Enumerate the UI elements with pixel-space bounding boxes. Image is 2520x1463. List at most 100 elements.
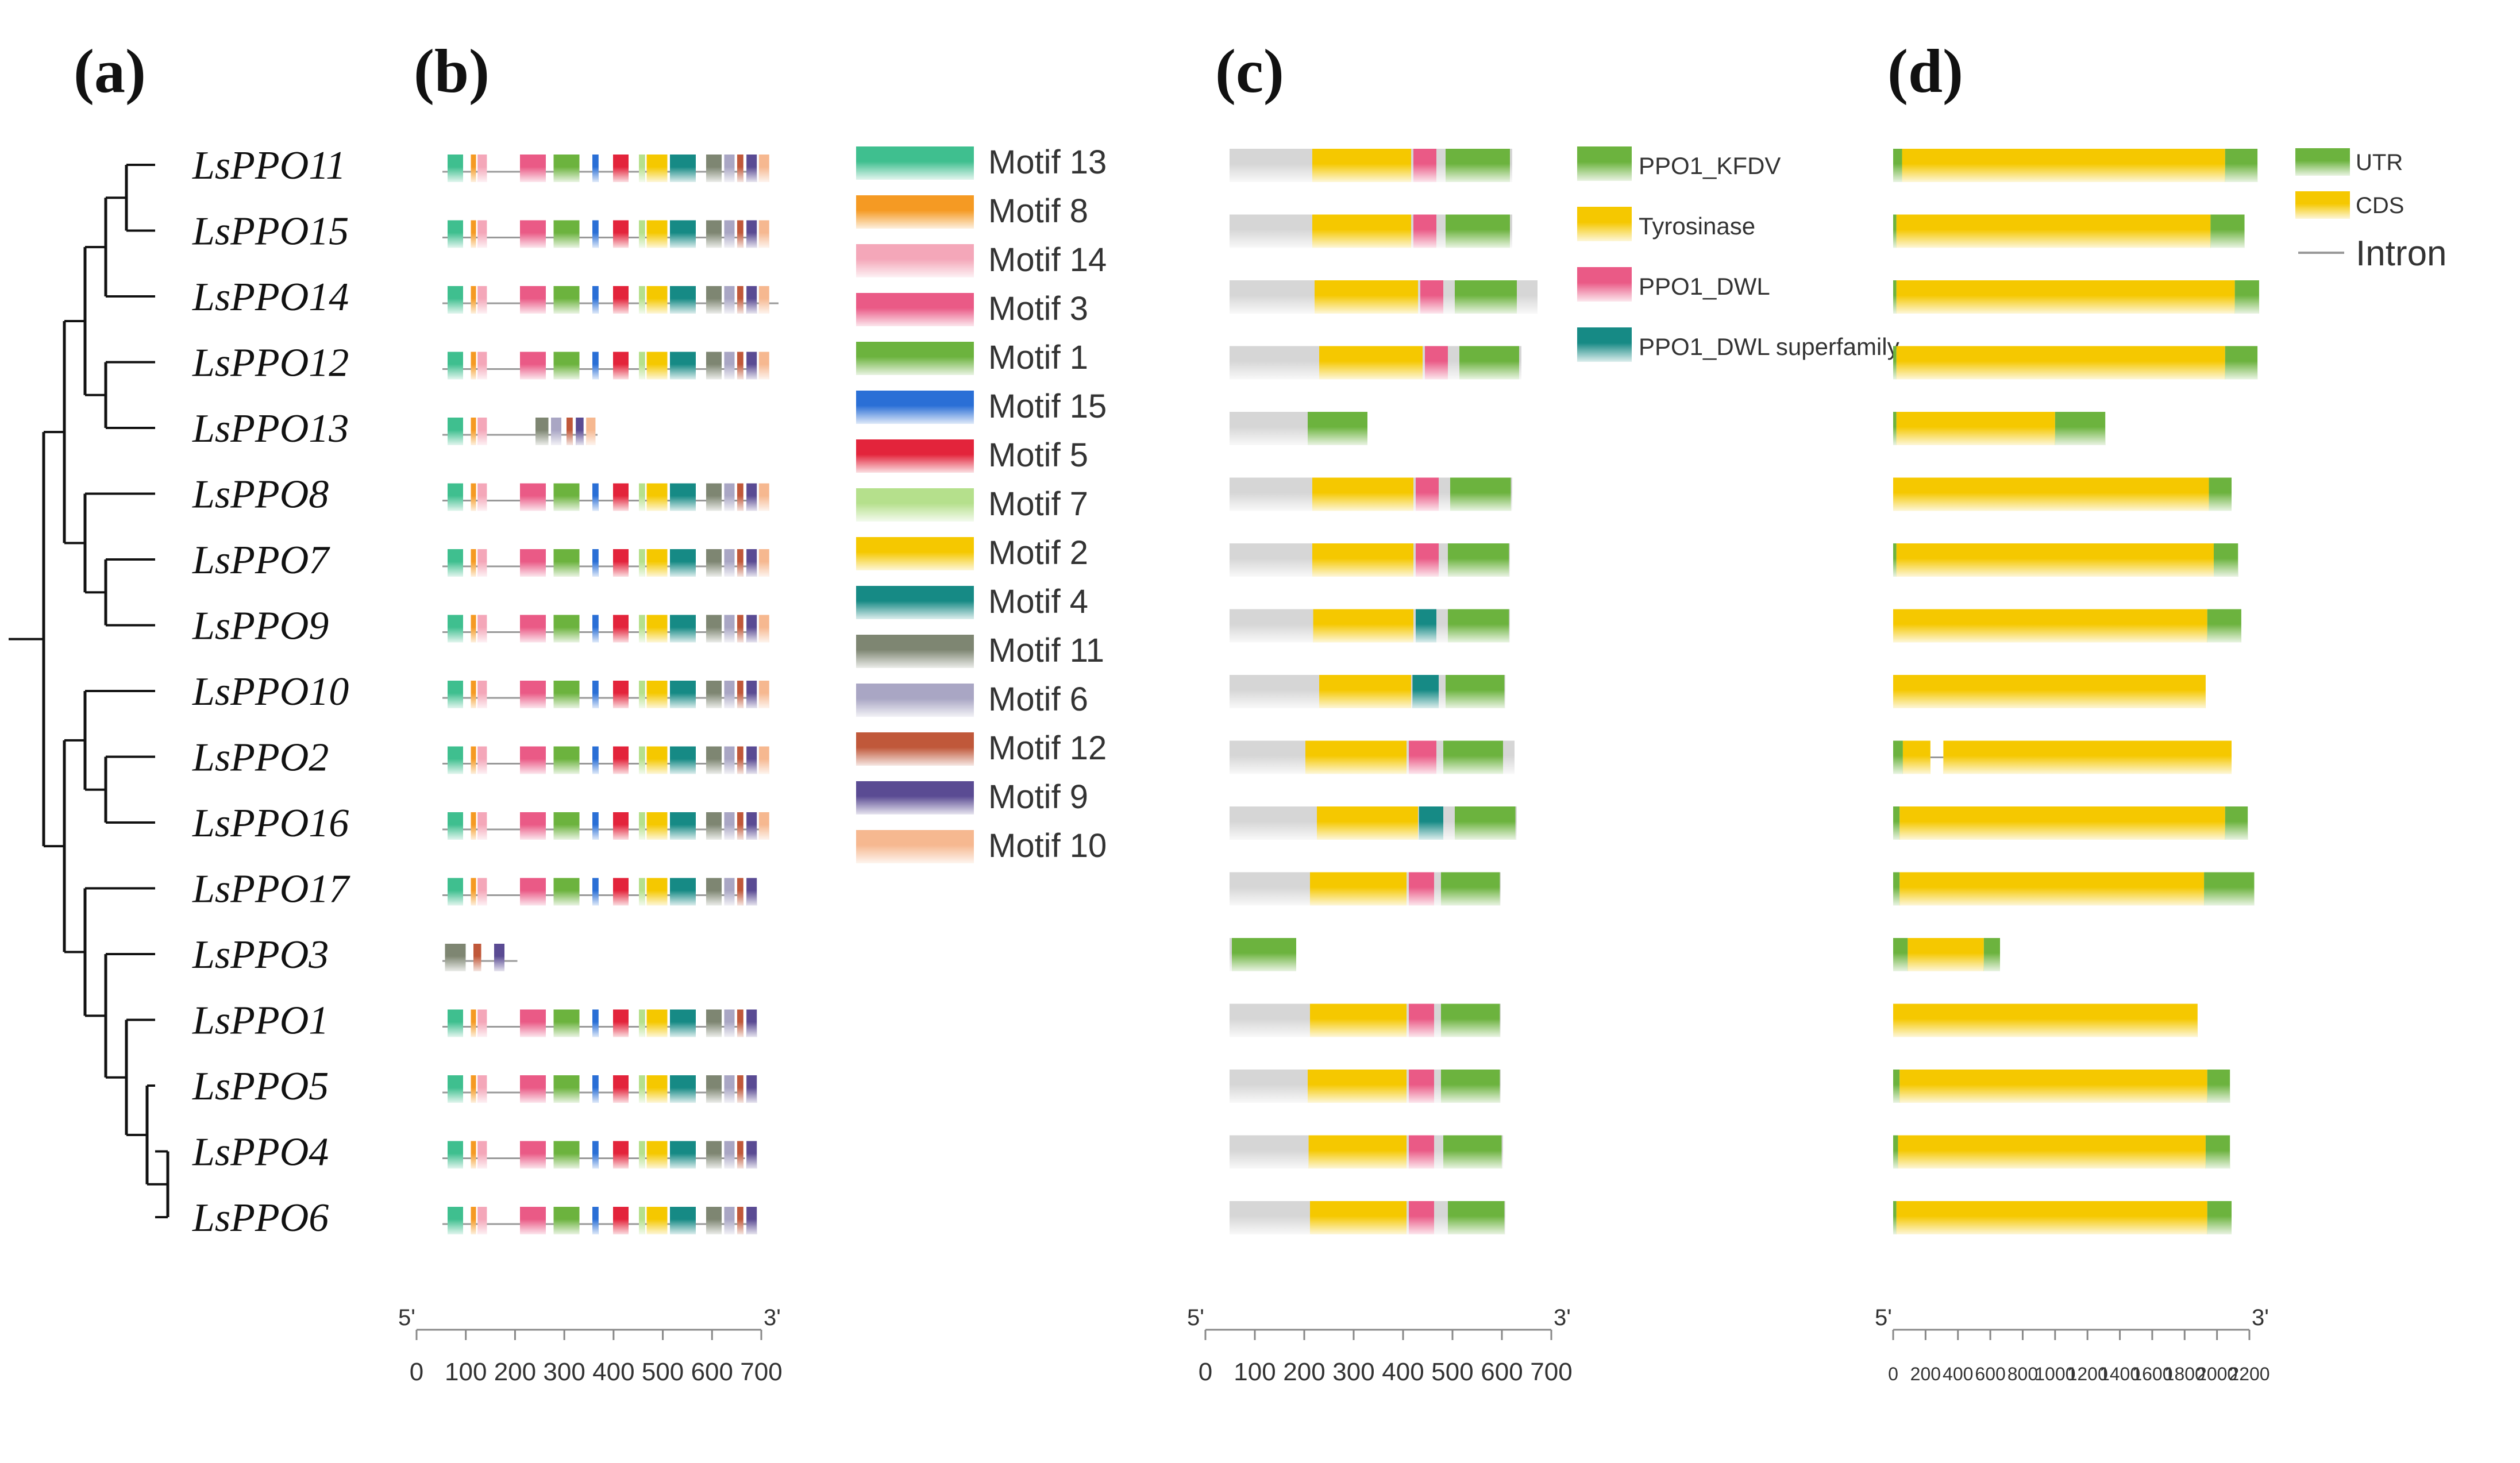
gene-name: LsPPO2 (192, 736, 329, 780)
utr-3-box (2210, 214, 2245, 248)
motif-box-motif-10 (758, 155, 769, 182)
utr-3-box (2207, 1201, 2232, 1234)
gene-structure-row (1893, 1135, 2230, 1169)
domain-box-ppo1-kfdv (1448, 543, 1509, 577)
motif-box-motif-6 (724, 155, 735, 182)
motif-box-motif-12 (737, 1075, 743, 1103)
gene-name: LsPPO12 (192, 341, 349, 385)
axis-tick-label: 1400 (2099, 1364, 2140, 1384)
motif-box-motif-10 (758, 220, 769, 248)
gene-structure-row (1893, 1070, 2230, 1103)
motif-box-motif-7 (639, 812, 645, 840)
motif-box-motif-4 (670, 615, 696, 643)
gene-name: LsPPO17 (192, 867, 350, 912)
motif-box-motif-13 (448, 681, 463, 708)
gene-structure-row (1893, 1201, 2232, 1234)
motif-box-motif-5 (613, 878, 629, 906)
motif-row (442, 746, 769, 774)
panel-label-c: (c) (1215, 37, 1284, 106)
motif-box-motif-5 (613, 220, 629, 248)
motif-box-motif-2 (646, 1207, 668, 1234)
axis-start-label: 5' (1875, 1305, 1892, 1330)
domain-row (1230, 412, 1367, 445)
axis-tick-label: 400 (1943, 1364, 1973, 1384)
motif-box-motif-8 (471, 1207, 476, 1234)
motif-box-motif-9 (494, 944, 504, 971)
motif-box-motif-1 (553, 615, 580, 643)
motif-legend-label: Motif 13 (988, 144, 1107, 181)
domain-box-ppo1-kfdv (1459, 346, 1519, 380)
gene-name: LsPPO8 (192, 473, 329, 517)
domain-legend-swatch (1577, 327, 1632, 362)
gene-name: LsPPO14 (192, 275, 349, 319)
motif-box-motif-9 (746, 1207, 757, 1234)
gene-structure-row (1893, 346, 2258, 380)
domain-box-tyrosinase (1310, 872, 1407, 906)
motif-legend-swatch (856, 293, 974, 326)
utr-3-box (2214, 543, 2238, 577)
axis-tick-label: 700 (740, 1358, 782, 1386)
gene-name-list: LsPPO11 LsPPO15 LsPPO14 LsPPO12 LsPPO13 LsPPO… (192, 144, 350, 1240)
motif-box-motif-12 (737, 681, 743, 708)
motif-box-motif-15 (592, 286, 599, 314)
motif-box-motif-5 (613, 286, 629, 314)
utr-5-box (1893, 346, 1897, 380)
motif-box-motif-15 (592, 1009, 599, 1037)
motif-box-motif-8 (471, 418, 476, 445)
motif-box-motif-7 (639, 746, 645, 774)
gene-name: LsPPO13 (192, 407, 349, 451)
gene-legend-label: UTR (2356, 150, 2403, 175)
utr-5-box (1893, 806, 1900, 840)
utr-5-box (1893, 280, 1897, 314)
motif-box-motif-8 (471, 549, 476, 577)
motif-box-motif-14 (477, 812, 487, 840)
domain-row (1230, 1135, 1503, 1169)
motif-box-motif-8 (471, 220, 476, 248)
axis-tick-label: 400 (592, 1358, 634, 1386)
motif-box-motif-5 (613, 812, 629, 840)
motif-box-motif-14 (477, 615, 487, 643)
motif-box-motif-8 (471, 878, 476, 906)
motif-box-motif-1 (553, 812, 580, 840)
motif-box-motif-1 (553, 1009, 580, 1037)
motif-box-motif-12 (737, 615, 743, 643)
motif-box-motif-3 (520, 681, 546, 708)
motif-box-motif-3 (520, 1009, 546, 1037)
axis-end-label: 3' (764, 1305, 781, 1330)
gene-name: LsPPO6 (192, 1196, 329, 1240)
motif-row (442, 812, 769, 840)
motif-box-motif-13 (448, 418, 463, 445)
motif-box-motif-5 (613, 483, 629, 511)
motif-box-motif-13 (448, 286, 463, 314)
gene-name: LsPPO3 (192, 933, 329, 977)
domain-row (1230, 543, 1510, 577)
domain-legend-swatch (1577, 267, 1632, 302)
motif-box-motif-1 (553, 549, 580, 577)
motif-box-motif-13 (448, 878, 463, 906)
motif-box-motif-9 (746, 1141, 757, 1169)
axis-tick-label: 200 (494, 1358, 536, 1386)
domain-box-ppo1-kfdv (1455, 806, 1516, 840)
motif-box-motif-4 (670, 549, 696, 577)
motif-box-motif-2 (646, 746, 668, 774)
motif-box-motif-2 (646, 155, 668, 182)
motif-box-motif-1 (553, 746, 580, 774)
motif-box-motif-9 (746, 878, 757, 906)
motif-box-motif-7 (639, 1075, 645, 1103)
utr-3-box (2225, 149, 2258, 182)
gene-legend-label: CDS (2356, 193, 2404, 218)
domain-box-ppo1-dwl (1409, 1070, 1434, 1103)
motif-box-motif-3 (520, 483, 546, 511)
motif-row (442, 1009, 757, 1037)
motif-box-motif-12 (737, 878, 743, 906)
motif-box-motif-13 (448, 615, 463, 643)
domain-row (1230, 740, 1515, 774)
domain-row (1230, 1003, 1501, 1037)
gene-structure-row (1893, 412, 2106, 445)
motif-legend-label: Motif 3 (988, 290, 1088, 327)
motif-box-motif-2 (646, 878, 668, 906)
cds-box (1899, 806, 2225, 840)
motif-box-motif-6 (724, 286, 735, 314)
axis-tick-label: 0 (1199, 1358, 1212, 1386)
utr-3-box (2055, 412, 2106, 445)
